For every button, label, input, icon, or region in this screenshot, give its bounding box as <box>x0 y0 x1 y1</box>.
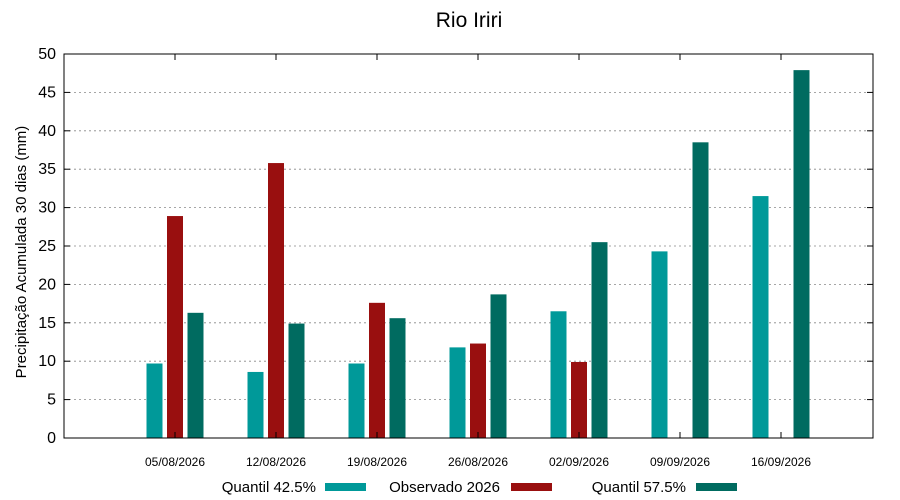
y-tick-label: 10 <box>38 353 56 370</box>
bar <box>591 242 608 438</box>
y-tick-label: 5 <box>47 392 56 409</box>
x-axis-ticks: 05/08/2026 12/08/2026 19/08/2026 26/08/2026… <box>145 54 811 469</box>
bar <box>187 312 204 438</box>
x-tick-label: 12/08/2026 <box>246 455 306 469</box>
bar <box>793 70 810 439</box>
y-tick-label: 25 <box>38 238 56 255</box>
bar <box>449 347 466 438</box>
bar <box>288 323 305 438</box>
y-tick-label: 30 <box>38 200 56 217</box>
bar <box>369 302 385 438</box>
bars <box>146 70 810 439</box>
x-tick-label: 05/08/2026 <box>145 455 205 469</box>
x-tick-label: 02/09/2026 <box>549 455 609 469</box>
bar <box>692 142 709 438</box>
bar <box>752 196 769 438</box>
y-tick-label: 40 <box>38 123 56 140</box>
bar <box>470 343 486 438</box>
x-tick-label: 09/09/2026 <box>650 455 710 469</box>
y-tick-label: 20 <box>38 276 56 293</box>
bar <box>268 163 284 438</box>
bar <box>651 251 668 438</box>
grid-lines <box>64 92 873 401</box>
bar <box>247 371 264 438</box>
bar <box>571 361 587 438</box>
bar <box>389 318 406 438</box>
bar <box>167 216 183 438</box>
y-tick-label: 15 <box>38 315 56 332</box>
y-tick-label: 0 <box>47 430 56 447</box>
x-tick-label: 19/08/2026 <box>347 455 407 469</box>
legend: Quantil 42.5% Observado 2026 Quantil 57.5% <box>222 479 737 496</box>
chart-title: Rio Iriri <box>436 9 503 32</box>
x-tick-label: 26/08/2026 <box>448 455 508 469</box>
legend-swatch <box>511 483 552 491</box>
y-tick-label: 50 <box>38 46 56 63</box>
plot-frame <box>63 53 874 439</box>
legend-swatch <box>696 483 737 491</box>
bar <box>490 294 507 438</box>
bar <box>146 363 163 438</box>
x-tick-label: 16/09/2026 <box>751 455 811 469</box>
legend-label: Observado 2026 <box>389 479 500 496</box>
bar <box>348 363 365 438</box>
bar <box>550 311 567 438</box>
y-tick-label: 45 <box>38 84 56 101</box>
y-tick-label: 35 <box>38 161 56 178</box>
legend-swatch <box>325 483 366 491</box>
legend-label: Quantil 42.5% <box>222 479 316 496</box>
y-axis-label: Precipitação Acumulada 30 dias (mm) <box>13 126 30 379</box>
legend-label: Quantil 57.5% <box>592 479 686 496</box>
y-axis-ticks: 0 5 10 15 20 25 30 35 40 45 50 <box>38 46 873 447</box>
